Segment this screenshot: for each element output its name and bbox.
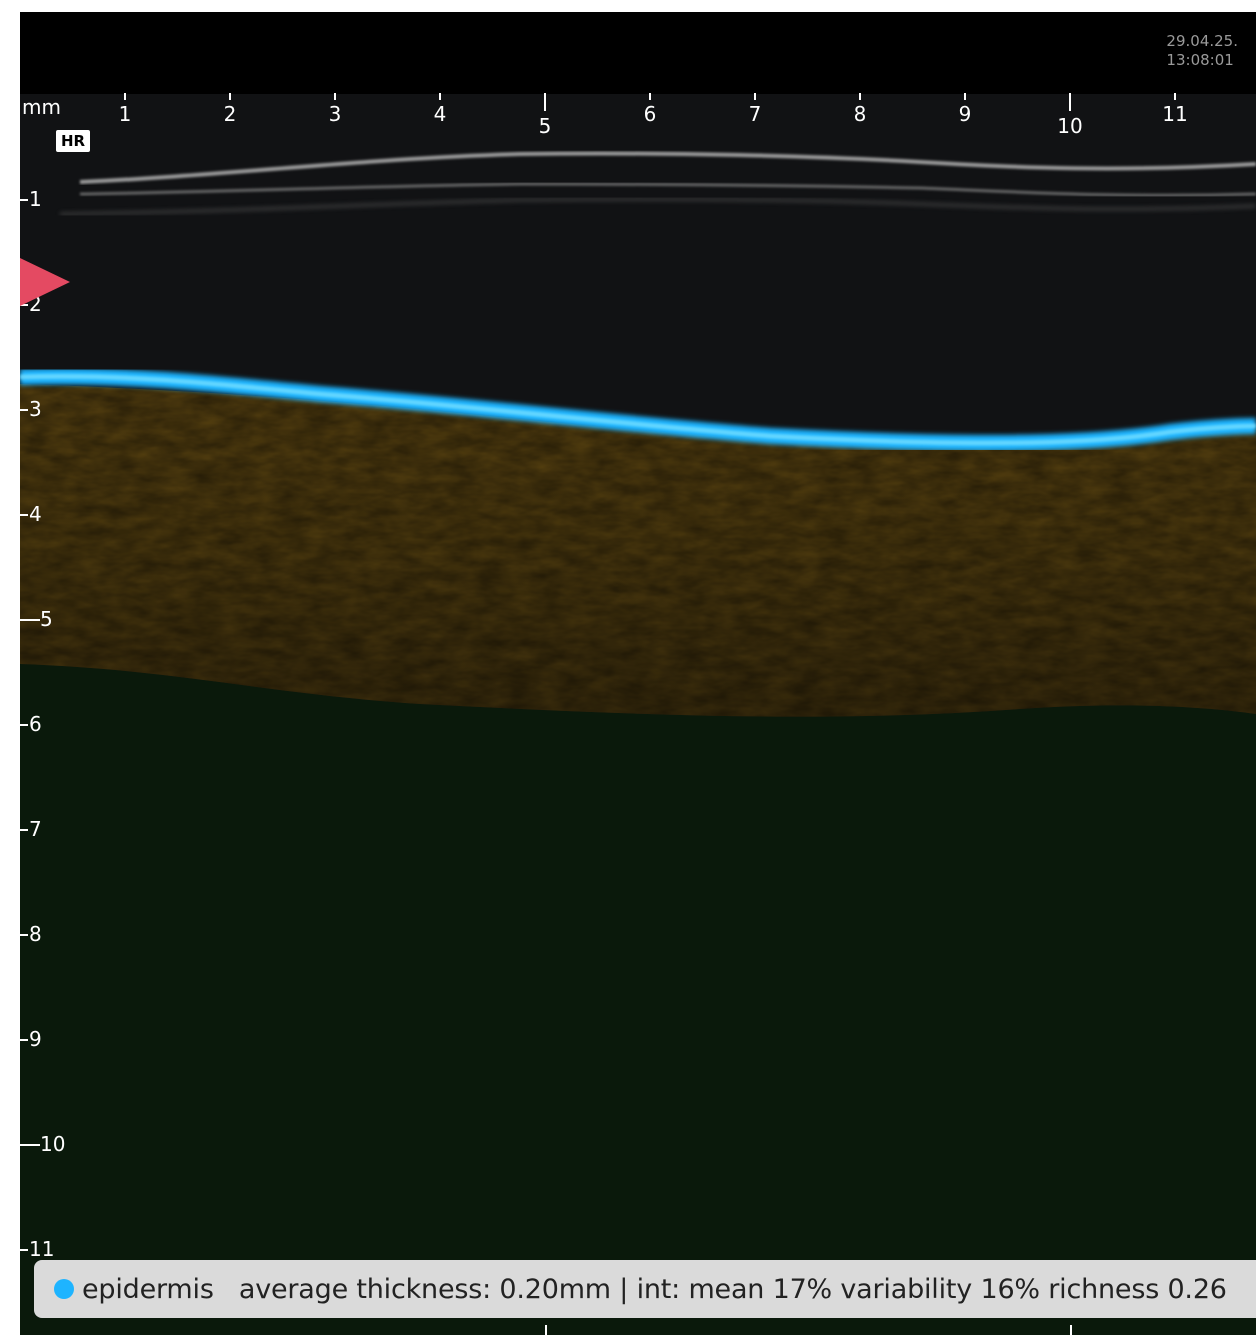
focus-depth-marker[interactable] — [20, 258, 70, 306]
x-tick-mark-1 — [124, 93, 126, 100]
y-tick-label-10: 10 — [40, 1132, 66, 1156]
y-tick-mark-7 — [20, 829, 28, 831]
ultrasound-viewer: 29.04.25. 13:08:01 — [20, 12, 1256, 1335]
x-tick-label-5: 5 — [538, 114, 552, 138]
y-tick-label-6: 6 — [29, 712, 42, 736]
ultrasound-image[interactable] — [20, 94, 1256, 1335]
x-tick-label-3: 3 — [328, 102, 342, 126]
y-tick-label-3: 3 — [29, 397, 42, 421]
y-tick-label-9: 9 — [29, 1027, 42, 1051]
y-tick-mark-8 — [20, 934, 28, 936]
header-bar: 29.04.25. 13:08:01 — [20, 12, 1256, 94]
y-tick-label-1: 1 — [29, 187, 42, 211]
y-tick-mark-5 — [20, 619, 40, 621]
layer-name: epidermis — [82, 1273, 214, 1305]
layer-info-bar: epidermis average thickness: 0.20mm | in… — [34, 1260, 1256, 1318]
x-tick-label-1: 1 — [118, 102, 132, 126]
x-tick-mark-4 — [439, 93, 441, 100]
x-tick-mark-6 — [649, 93, 651, 100]
subcutis-layer — [20, 664, 1256, 1335]
y-tick-label-11: 11 — [29, 1237, 55, 1261]
timestamp-date: 29.04.25. — [1166, 32, 1238, 50]
y-tick-mark-10 — [20, 1144, 40, 1146]
y-tick-mark-11 — [20, 1249, 28, 1251]
timestamp-time: 13:08:01 — [1166, 51, 1234, 69]
x-tick-label-10: 10 — [1057, 114, 1083, 138]
y-tick-mark-9 — [20, 1039, 28, 1041]
unit-label: mm — [22, 95, 61, 119]
x-tick-label-7: 7 — [748, 102, 762, 126]
timestamp: 29.04.25. 13:08:01 — [1166, 32, 1238, 70]
x-tick-label-4: 4 — [433, 102, 447, 126]
x-tick-mark-11 — [1174, 93, 1176, 100]
x-tick-label-11: 11 — [1162, 102, 1188, 126]
y-tick-label-5: 5 — [40, 607, 53, 631]
x-tick-mark-2 — [229, 93, 231, 100]
membrane-echo — [79, 151, 1256, 184]
x-tick-label-9: 9 — [958, 102, 972, 126]
layer-info-text: epidermis average thickness: 0.20mm | in… — [82, 1274, 1227, 1305]
y-tick-label-7: 7 — [29, 817, 42, 841]
x-tick-mark-8 — [859, 93, 861, 100]
x-tick-label-2: 2 — [223, 102, 237, 126]
epidermis-color-dot — [54, 1279, 74, 1299]
y-tick-mark-1 — [20, 199, 28, 201]
x-tick-label-6: 6 — [643, 102, 657, 126]
y-tick-label-4: 4 — [29, 502, 42, 526]
layer-stats: average thickness: 0.20mm | int: mean 17… — [238, 1273, 1227, 1305]
y-tick-mark-4 — [20, 514, 28, 516]
y-tick-label-8: 8 — [29, 922, 42, 946]
x-tick-mark-10 — [1069, 93, 1071, 111]
x-tick-mark-7 — [754, 93, 756, 100]
x-tick-mark-9 — [964, 93, 966, 100]
x-tick-label-8: 8 — [853, 102, 867, 126]
y-tick-mark-3 — [20, 409, 28, 411]
x-tick-mark-3 — [334, 93, 336, 100]
bottom-tick-10 — [1070, 1325, 1072, 1335]
y-tick-mark-6 — [20, 724, 28, 726]
x-tick-mark-5 — [544, 93, 546, 111]
bottom-tick-5 — [545, 1325, 547, 1335]
mode-badge[interactable]: HR — [56, 130, 91, 152]
